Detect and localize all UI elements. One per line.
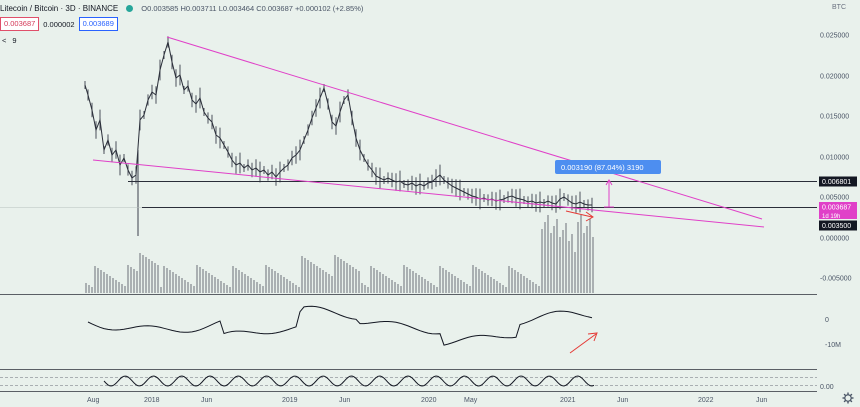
time-axis-label: Jun	[339, 397, 350, 404]
ohlc-values: O0.003585 H0.003711 L0.003464 C0.003687 …	[141, 3, 364, 13]
time-axis-label: Jun	[756, 397, 767, 404]
symbol-legend: Litecoin / Bitcoin · 3D · BINANCE O0.003…	[0, 0, 363, 16]
price-axis-tick: 0.025000	[820, 33, 849, 40]
price-series	[84, 41, 592, 206]
oscillator-2-line	[103, 375, 595, 387]
measure-arrowhead	[605, 179, 613, 186]
measure-label-box	[555, 160, 661, 174]
price-axis-tick: 0.005000	[820, 195, 849, 202]
red-arrow-price	[565, 210, 593, 218]
price-axis-tick: 0.000000	[820, 236, 849, 243]
price-axis-tick: -0.005000	[820, 276, 852, 283]
spread-value: 0.000002	[43, 19, 75, 29]
red-arrowhead-price	[585, 211, 594, 222]
resistance-badge: 0.006801	[822, 179, 851, 186]
red-arrowhead-osc	[587, 332, 598, 342]
resistance-badge-bg	[819, 176, 857, 187]
chevron-left-icon[interactable]: <	[2, 36, 7, 45]
indicators-toggle[interactable]: < 9	[2, 36, 17, 45]
price-axis-tick: 0.020000	[820, 74, 849, 81]
red-arrow-osc	[569, 333, 597, 354]
time-axis-label: 2018	[144, 397, 160, 404]
osc-axis-tick: 0	[825, 317, 829, 324]
sell-price-button[interactable]: 0.003687	[0, 17, 40, 31]
time-axis-label: 2020	[421, 397, 437, 404]
symbol-title[interactable]: Litecoin / Bitcoin · 3D · BINANCE	[0, 3, 119, 13]
trade-buttons: 0.003687 0.000002 0.003689	[0, 17, 118, 31]
osc-axis-tick: -10M	[825, 342, 841, 349]
time-axis-label: 2021	[560, 397, 576, 404]
green-dot-icon	[126, 4, 134, 12]
current-price-badge: 0.003687	[822, 205, 851, 212]
current-price-badge-bg	[819, 202, 857, 219]
measure-label: 0.003190 (87.04%) 3190	[561, 163, 644, 172]
countdown-badge: 1d 19h	[822, 214, 840, 220]
price-axis-tick: 0.010000	[820, 155, 849, 162]
oscillator-1-line	[87, 305, 593, 346]
gear-icon[interactable]	[842, 392, 854, 404]
currency-label: BTC	[832, 4, 846, 11]
time-axis-label: Aug	[87, 397, 100, 404]
time-axis-label: 2019	[282, 397, 298, 404]
lower-trendline	[92, 159, 765, 228]
time-axis-label: 2022	[698, 397, 714, 404]
osc-axis-tick: 0.00	[820, 384, 834, 391]
time-axis-label: Jun	[201, 397, 212, 404]
time-axis-label: May	[464, 397, 478, 404]
time-axis-label: Jun	[617, 397, 628, 404]
price-axis-tick: 0.015000	[820, 114, 849, 121]
buy-price-button[interactable]: 0.003689	[78, 17, 118, 31]
support-badge: 0.003500	[822, 223, 851, 230]
support-badge-bg	[819, 220, 857, 231]
upper-trendline	[166, 36, 763, 220]
indicator-count: 9	[12, 36, 17, 45]
